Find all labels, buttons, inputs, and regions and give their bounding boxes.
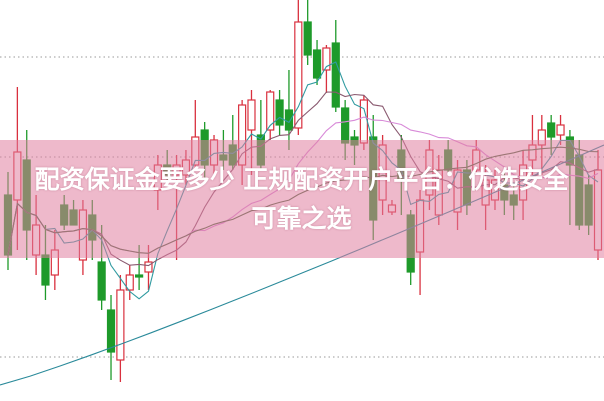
- candle-down: [303, 21, 312, 56]
- candle-up: [322, 47, 331, 71]
- candle-down: [41, 254, 50, 286]
- candle-down: [275, 99, 284, 126]
- candle-up: [556, 124, 565, 136]
- candle-up: [359, 99, 368, 144]
- candle-down: [312, 49, 322, 79]
- candle-down: [284, 109, 294, 131]
- candle-up: [144, 261, 153, 273]
- candle-down: [106, 309, 116, 353]
- candle-up: [266, 91, 275, 131]
- candle-down: [97, 261, 106, 301]
- candle-up: [116, 289, 125, 361]
- candle-down: [135, 274, 144, 278]
- candle-down: [547, 122, 556, 138]
- candle-down: [331, 42, 340, 108]
- candle-up: [247, 99, 256, 131]
- overlay-title: 配资保证金要多少 正规配资开户平台：优选安全可靠之选: [34, 165, 569, 233]
- candle-down: [341, 107, 350, 144]
- candle-up: [294, 21, 303, 129]
- candle-up: [125, 274, 134, 291]
- title-banner: [0, 140, 604, 258]
